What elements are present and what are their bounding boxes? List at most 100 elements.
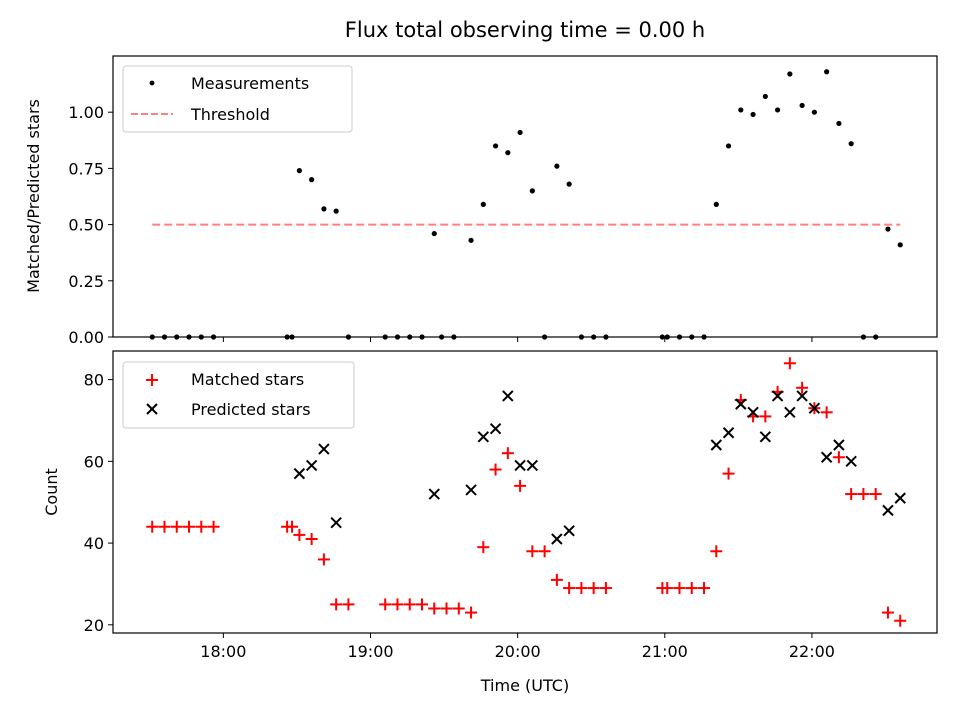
bottom-y-tick-label: 60 bbox=[84, 452, 104, 471]
legend-matched-label: Matched stars bbox=[191, 370, 304, 389]
predicted-star-point bbox=[526, 459, 539, 472]
matched-star-point bbox=[170, 520, 183, 533]
predicted-star-point bbox=[845, 455, 857, 468]
matched-star-point bbox=[158, 520, 171, 533]
top-y-tick-label: 0.25 bbox=[68, 272, 104, 291]
matched-star-point bbox=[317, 553, 330, 566]
bottom-y-tick-label: 40 bbox=[84, 534, 104, 553]
predicted-star-point bbox=[305, 459, 318, 472]
matched-star-point bbox=[428, 602, 441, 615]
measurement-point bbox=[799, 102, 805, 109]
top-y-tick-label: 1.00 bbox=[68, 103, 104, 122]
predicted-star-point bbox=[428, 488, 440, 500]
matched-star-point bbox=[857, 488, 870, 501]
measurement-point bbox=[296, 168, 302, 174]
legend-threshold-label: Threshold bbox=[190, 105, 270, 124]
measurement-point bbox=[885, 226, 891, 232]
predicted-star-point bbox=[514, 459, 526, 472]
predicted-star-point bbox=[747, 406, 759, 419]
measurement-point bbox=[848, 141, 854, 147]
legend-measurements-marker bbox=[149, 80, 155, 86]
bottom-legend-box bbox=[122, 361, 355, 429]
measurement-point bbox=[566, 181, 572, 187]
bottom-axes: 20 40 60 80 18:00 19:00 20:00 21:00 22:00 Count… bbox=[42, 350, 938, 695]
top-legend-box bbox=[122, 65, 353, 133]
predicted-star-point bbox=[894, 492, 906, 504]
measurement-point bbox=[824, 69, 830, 75]
predicted-star-point bbox=[808, 402, 821, 414]
predicted-star-point bbox=[293, 467, 306, 480]
bottom-y-tick-label: 20 bbox=[84, 616, 104, 635]
predicted-star-point bbox=[833, 439, 845, 451]
matched-star-point bbox=[379, 598, 392, 611]
matched-star-point bbox=[330, 598, 343, 611]
matched-star-point bbox=[661, 582, 674, 595]
top-y-tick-label: 0.50 bbox=[68, 216, 104, 235]
matched-star-point bbox=[342, 598, 355, 611]
measurement-point bbox=[762, 93, 768, 100]
matched-star-point bbox=[195, 520, 208, 533]
chart-title: Flux total observing time = 0.00 h bbox=[344, 18, 706, 42]
measurement-point bbox=[836, 120, 842, 127]
matched-star-point bbox=[452, 602, 465, 615]
matched-star-point bbox=[286, 520, 299, 533]
measurement-point bbox=[309, 177, 315, 183]
measurement-point bbox=[750, 111, 756, 118]
measurement-point bbox=[811, 109, 817, 115]
measurement-point bbox=[517, 129, 523, 136]
bottom-plot-frame bbox=[112, 350, 938, 634]
measurement-point bbox=[713, 201, 719, 207]
matched-star-point bbox=[416, 598, 428, 611]
predicted-star-point bbox=[318, 443, 330, 455]
predicted-star-point bbox=[502, 390, 514, 402]
predicted-star-point bbox=[465, 484, 477, 496]
matched-star-point bbox=[587, 582, 600, 595]
predicted-star-point bbox=[759, 431, 772, 443]
matched-star-point bbox=[146, 520, 159, 533]
matched-star-point bbox=[673, 582, 686, 595]
matched-star-point bbox=[796, 381, 809, 394]
measurement-point bbox=[787, 71, 793, 77]
top-y-tick-label: 0.00 bbox=[68, 328, 104, 347]
matched-star-point bbox=[391, 598, 404, 611]
measurement-point bbox=[468, 237, 474, 243]
legend-predicted-marker bbox=[146, 403, 158, 415]
predicted-star-point bbox=[477, 431, 490, 443]
matched-star-point bbox=[722, 467, 735, 480]
matched-star-point bbox=[489, 463, 502, 476]
matched-star-point bbox=[207, 520, 220, 533]
matched-star-point bbox=[832, 451, 845, 464]
measurement-point bbox=[554, 163, 560, 169]
matched-star-point bbox=[881, 606, 894, 619]
matched-star-point bbox=[783, 357, 796, 370]
predicted-star-point bbox=[710, 439, 722, 451]
matched-star-point bbox=[685, 582, 698, 595]
matched-star-point bbox=[465, 606, 478, 619]
predicted-star-point bbox=[330, 516, 342, 529]
matched-star-point bbox=[440, 602, 453, 615]
top-y-axis-label: Matched/Predicted stars bbox=[24, 99, 43, 293]
matched-star-point bbox=[538, 545, 551, 558]
matched-star-point bbox=[514, 479, 527, 492]
matched-star-point bbox=[526, 545, 539, 558]
measurement-point bbox=[431, 230, 437, 237]
matched-star-point bbox=[845, 488, 858, 501]
predicted-star-point bbox=[551, 533, 563, 545]
matched-star-point bbox=[183, 520, 196, 533]
bottom-x-tick-label: 22:00 bbox=[789, 642, 835, 661]
bottom-x-tick-label: 18:00 bbox=[200, 642, 246, 661]
matched-star-point bbox=[575, 582, 588, 595]
x-axis-label: Time (UTC) bbox=[480, 676, 569, 695]
matched-star-point bbox=[293, 528, 306, 541]
measurement-point bbox=[774, 107, 781, 113]
matched-star-point bbox=[305, 533, 318, 545]
predicted-star-point bbox=[784, 406, 796, 419]
matched-star-point bbox=[563, 582, 576, 595]
matched-star-point bbox=[894, 614, 907, 627]
matched-star-point bbox=[403, 598, 416, 611]
legend-measurements-label: Measurements bbox=[191, 74, 309, 93]
measurement-point bbox=[725, 143, 732, 149]
legend-matched-marker bbox=[146, 374, 158, 386]
bottom-y-tick-label: 80 bbox=[84, 371, 104, 390]
